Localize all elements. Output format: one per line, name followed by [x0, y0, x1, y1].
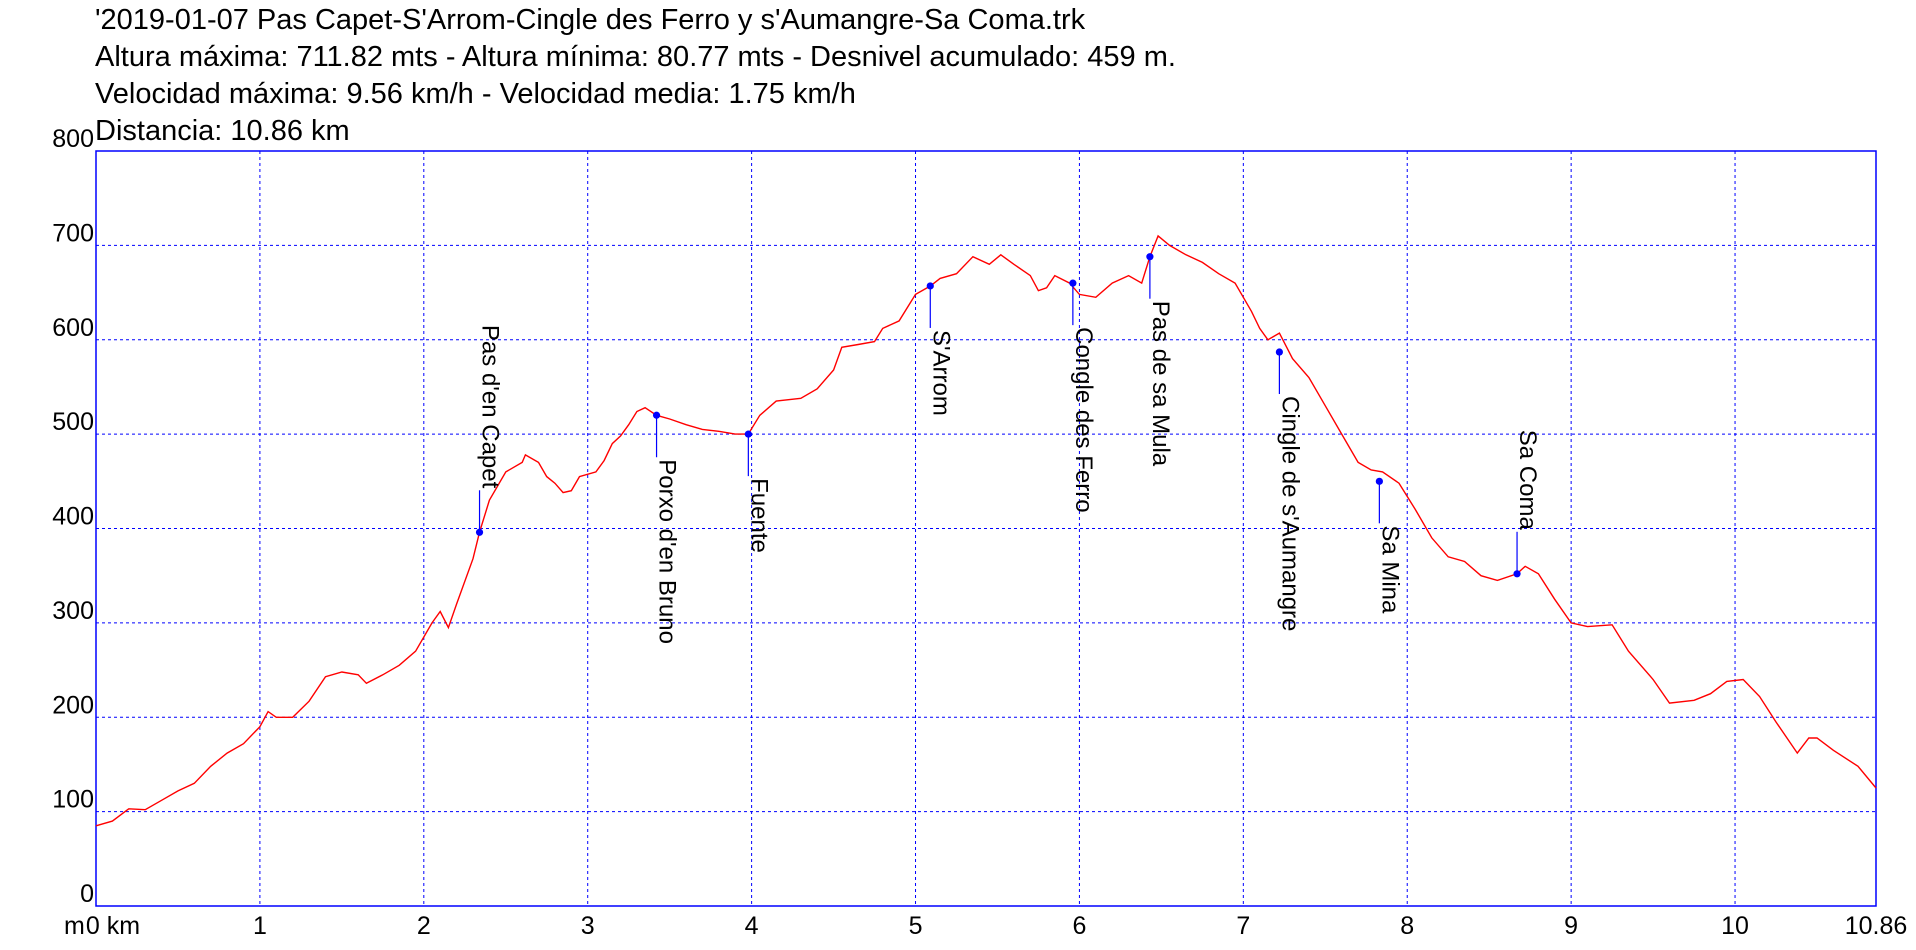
x-tick-label: 10 [1721, 912, 1749, 940]
waypoint-label: Congle des Ferro [1070, 327, 1097, 512]
elevation-line [95, 234, 1877, 827]
chart-header: '2019-01-07 Pas Capet-S'Arrom-Cingle des… [95, 2, 1176, 150]
waypoint-marker [652, 411, 661, 419]
waypoint: S'Arrom [926, 282, 954, 416]
y-tick-label: 0 [80, 880, 94, 908]
waypoint-marker [1069, 279, 1077, 287]
y-unit-label: m [64, 912, 85, 940]
grid-lines [96, 151, 1876, 906]
waypoint-marker [926, 282, 934, 290]
waypoint: Fuente [744, 430, 772, 553]
y-tick-label: 600 [52, 314, 94, 342]
waypoint: Porxo d'en Bruno [652, 411, 681, 644]
waypoint: Sa Mina [1375, 477, 1403, 614]
waypoint-label: Porxo d'en Bruno [654, 459, 681, 644]
waypoint: Congle des Ferro [1069, 279, 1097, 513]
x-tick-label: 2 [417, 912, 431, 940]
y-tick-label: 400 [52, 503, 94, 531]
plot-frame [95, 150, 1877, 907]
distance-summary: Distancia: 10.86 km [95, 115, 350, 147]
waypoint-label: Cingle de s'Aumangre [1276, 396, 1303, 631]
y-tick-label: 200 [52, 691, 94, 719]
x-tick-label: 3 [581, 912, 595, 940]
waypoint: Sa Coma [1513, 430, 1541, 578]
chart-title: '2019-01-07 Pas Capet-S'Arrom-Cingle des… [95, 4, 1086, 36]
x-tick-label: 9 [1564, 912, 1578, 940]
y-tick-label: 500 [52, 408, 94, 436]
y-tick-label: 700 [52, 219, 94, 247]
waypoint-marker [1275, 348, 1283, 356]
speed-summary: Velocidad máxima: 9.56 km/h - Velocidad … [95, 78, 856, 110]
waypoint: Cingle de s'Aumangre [1275, 348, 1303, 631]
altitude-summary: Altura máxima: 711.82 mts - Altura mínim… [95, 41, 1176, 73]
waypoint-marker [475, 528, 484, 536]
x-tick-label: 5 [909, 912, 923, 940]
y-tick-label: 800 [52, 125, 94, 153]
x-tick-label: 7 [1236, 912, 1250, 940]
x-tick-label: 4 [745, 912, 759, 940]
waypoint-label: Sa Coma [1514, 430, 1541, 531]
waypoint: Pas de sa Mula [1146, 253, 1174, 467]
waypoint: Pas d'en Capet [475, 325, 504, 536]
x-tick-label: 0 km [86, 912, 140, 940]
waypoint-label: Pas d'en Capet [477, 325, 504, 489]
y-axis-ticks: 0 100 200 300 400 500 600 700 800 [52, 125, 94, 908]
waypoint-label: Sa Mina [1376, 525, 1403, 614]
waypoint-label: Pas de sa Mula [1147, 301, 1174, 467]
x-tick-label: 10.86 [1845, 912, 1908, 940]
waypoint-marker [1513, 570, 1521, 578]
y-tick-label: 100 [52, 786, 94, 814]
waypoint-marker [744, 430, 752, 438]
x-tick-label: 1 [253, 912, 267, 940]
x-tick-label: 8 [1400, 912, 1414, 940]
waypoint-label: Fuente [745, 478, 772, 553]
waypoint-marker [1375, 477, 1383, 485]
waypoints: Pas d'en Capet Porxo d'en Bruno Fuente S'Ar… [475, 253, 1541, 644]
waypoint-label: S'Arrom [927, 330, 954, 416]
x-tick-label: 6 [1072, 912, 1086, 940]
x-axis-ticks: 0 km 1 2 3 4 5 6 7 8 9 10 10.86 [86, 912, 1907, 940]
y-tick-label: 300 [52, 597, 94, 625]
waypoint-marker [1146, 253, 1154, 261]
